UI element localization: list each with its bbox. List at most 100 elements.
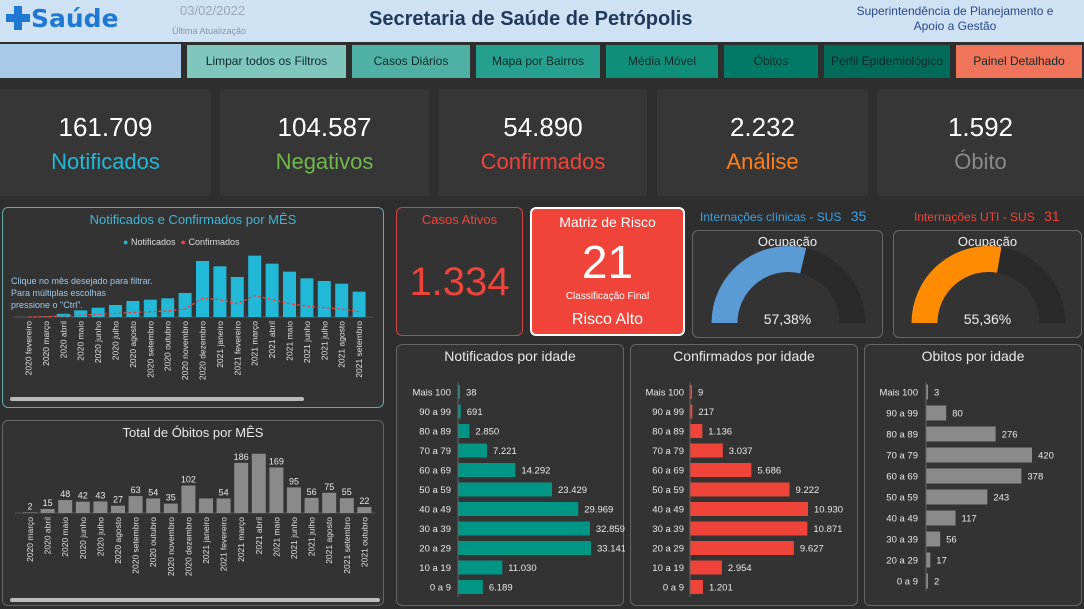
age-bar[interactable]: [926, 573, 928, 589]
age-bar[interactable]: [690, 385, 692, 399]
bar-notificados[interactable]: [56, 313, 70, 317]
bar-notificados[interactable]: [143, 299, 157, 317]
bar-notificados[interactable]: [248, 255, 262, 317]
deaths-button[interactable]: Óbitos: [724, 45, 818, 78]
bar-obitos[interactable]: [111, 505, 125, 513]
monthly-chart-svg[interactable]: 2020 fevereiro 2020 março 2020 abril 2020 m…: [3, 208, 385, 409]
clear-filters-button[interactable]: Limpar todos os Filtros: [187, 45, 346, 78]
kpi-label: Confirmados: [480, 149, 606, 174]
age-bar[interactable]: [690, 502, 808, 516]
bar-obitos[interactable]: [287, 487, 301, 513]
bar-notificados[interactable]: [352, 291, 366, 317]
bar-notificados[interactable]: [91, 307, 105, 317]
data-label: 186: [234, 452, 249, 462]
age-bar[interactable]: [926, 531, 941, 547]
logo-text: Saúde: [31, 4, 119, 33]
age-bar[interactable]: [458, 463, 516, 477]
horizontal-scrollbar[interactable]: [10, 397, 304, 401]
bar-obitos[interactable]: [216, 498, 231, 513]
x-tick-label: 2020 novembro: [166, 517, 176, 576]
age-bar[interactable]: [926, 552, 931, 568]
age-bar[interactable]: [690, 560, 722, 575]
deaths-by-age-svg[interactable]: Mais 100 3 90 a 99 80 80 a 89 276 70 a 79 420 60…: [865, 345, 1083, 607]
bar-obitos[interactable]: [181, 485, 196, 513]
age-bar[interactable]: [458, 482, 553, 497]
age-bar[interactable]: [458, 424, 470, 438]
age-bar[interactable]: [926, 426, 996, 442]
age-bar[interactable]: [690, 482, 790, 497]
detailed-panel-button[interactable]: Painel Detalhado: [956, 45, 1082, 78]
age-bar[interactable]: [926, 468, 1022, 484]
bar-notificados[interactable]: [317, 281, 331, 317]
age-bar[interactable]: [458, 560, 503, 575]
moving-average-button[interactable]: Média Móvel: [606, 45, 718, 78]
bar-obitos[interactable]: [58, 500, 73, 513]
bar-obitos[interactable]: [357, 507, 372, 513]
age-bar[interactable]: [458, 541, 591, 555]
bar-obitos[interactable]: [269, 467, 284, 513]
bar-notificados[interactable]: [161, 298, 175, 317]
bar-obitos[interactable]: [23, 512, 37, 513]
bar-obitos[interactable]: [40, 508, 55, 513]
notified-by-age-svg[interactable]: Mais 100 38 90 a 99 691 80 a 89 2.850 70 a 79 7…: [397, 345, 625, 607]
x-tick-label: 2020 novembro: [180, 321, 190, 380]
age-bar[interactable]: [690, 541, 794, 555]
bar-obitos[interactable]: [199, 498, 213, 513]
icu-admissions-label: Internações UTI - SUS: [914, 210, 1035, 224]
data-label: 1.201: [709, 583, 733, 594]
bar-notificados[interactable]: [178, 293, 192, 317]
bar-obitos[interactable]: [234, 462, 249, 513]
age-label: 90 a 99: [419, 407, 451, 418]
age-bar[interactable]: [458, 404, 461, 419]
bar-obitos[interactable]: [93, 501, 108, 513]
bar-obitos[interactable]: [251, 453, 266, 513]
bar-obitos[interactable]: [339, 498, 354, 513]
confirmed-by-age-svg[interactable]: Mais 100 9 90 a 99 217 80 a 89 1.136 70 a 79 3.…: [631, 345, 859, 607]
bar-notificados[interactable]: [283, 271, 296, 317]
bar-notificados[interactable]: [230, 277, 244, 317]
age-bar[interactable]: [690, 580, 703, 594]
kpi-value: 54.890: [503, 112, 583, 142]
age-bar[interactable]: [690, 443, 723, 458]
bar-notificados[interactable]: [213, 266, 227, 317]
age-bar[interactable]: [926, 489, 988, 505]
age-bar[interactable]: [690, 404, 693, 419]
age-bar[interactable]: [926, 510, 956, 526]
age-bar[interactable]: [458, 385, 460, 399]
bar-obitos[interactable]: [146, 498, 161, 513]
age-bar[interactable]: [458, 502, 579, 516]
age-bar[interactable]: [458, 443, 487, 458]
bar-notificados[interactable]: [196, 261, 209, 317]
bar-notificados[interactable]: [74, 310, 88, 317]
notified-by-age-panel: Notificados por idade Mais 100 38 90 a 99 6…: [396, 344, 625, 607]
daily-cases-button[interactable]: Casos Diários: [352, 45, 470, 78]
age-bar[interactable]: [690, 424, 703, 438]
monthly-deaths-svg[interactable]: 2 15 48 42 43 27 63 54 35 102 54 186 169 95 56 75 55 22 20…: [3, 421, 385, 607]
x-tick-label: 2021 agosto: [337, 321, 347, 368]
age-bar[interactable]: [926, 384, 928, 400]
age-bar[interactable]: [690, 521, 808, 536]
neighborhood-map-button[interactable]: Mapa por Bairros: [476, 45, 600, 78]
bar-obitos[interactable]: [163, 503, 178, 513]
bar-notificados[interactable]: [265, 263, 279, 317]
age-bar[interactable]: [926, 405, 947, 421]
age-bar[interactable]: [926, 447, 1032, 463]
age-bar[interactable]: [690, 463, 752, 477]
bar-obitos[interactable]: [304, 497, 319, 513]
bar-notificados[interactable]: [109, 305, 122, 317]
bar-notificados[interactable]: [335, 283, 349, 317]
horizontal-scrollbar[interactable]: [10, 598, 380, 602]
data-label: 169: [269, 456, 284, 466]
epidemiological-profile-button[interactable]: Perfil Epidemiológico: [824, 45, 950, 78]
bar-obitos[interactable]: [128, 496, 143, 513]
data-label: 10.930: [814, 505, 843, 516]
age-bar[interactable]: [458, 521, 590, 536]
age-bar[interactable]: [458, 580, 483, 594]
bar-obitos[interactable]: [322, 492, 337, 513]
data-label: 9: [698, 388, 703, 399]
clinical-occupancy-gauge: Ocupação 57,38%: [692, 230, 883, 338]
data-label: 243: [993, 493, 1009, 504]
x-tick-label: 2020 junho: [93, 321, 103, 363]
bar-obitos[interactable]: [75, 501, 90, 513]
bar-notificados[interactable]: [300, 278, 314, 317]
